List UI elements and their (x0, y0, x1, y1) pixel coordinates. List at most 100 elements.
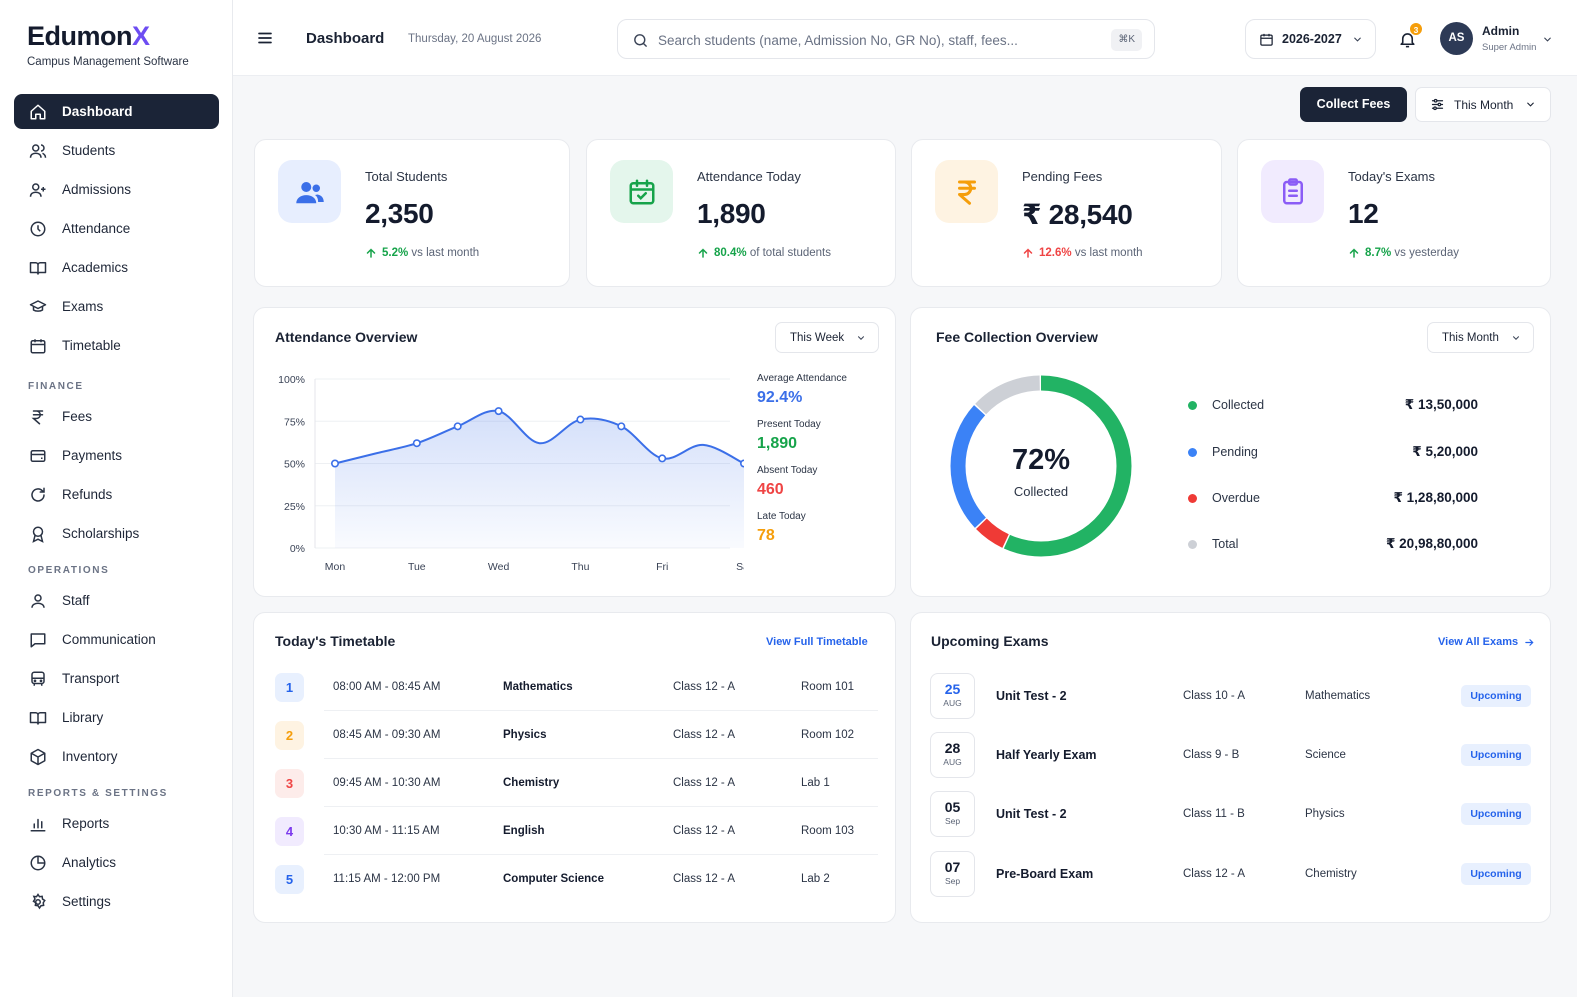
page-title: Dashboard (306, 30, 385, 47)
calendar-icon (28, 336, 48, 356)
exam-date: 05 Sep (930, 791, 975, 837)
list-item[interactable]: 07 Sep Pre-Board Exam Class 12 - A Chemi… (930, 851, 1533, 897)
stat-trend: 5.2% vs last month (365, 247, 479, 259)
chevron-down-icon (1525, 99, 1536, 110)
status-badge: Upcoming (1461, 863, 1531, 885)
stat-card-pending-fees[interactable]: Pending Fees ₹ 28,540 12.6% vs last mont… (911, 139, 1222, 287)
clock-icon (28, 219, 48, 239)
stat-card-todays-exams[interactable]: Today's Exams 12 8.7% vs yesterday (1237, 139, 1551, 287)
sidebar-item-communication[interactable]: Communication (14, 622, 219, 657)
sidebar-item-fees[interactable]: Fees (14, 399, 219, 434)
sidebar-item-settings[interactable]: Settings (14, 884, 219, 919)
table-row[interactable]: 2 08:45 AM - 09:30 AM Physics Class 12 -… (275, 711, 878, 759)
sidebar-item-library[interactable]: Library (14, 700, 219, 735)
fee-collection-card: Fee Collection Overview This Month 72% C… (910, 307, 1551, 597)
menu-icon[interactable] (255, 28, 275, 48)
attendance-period-dropdown[interactable]: This Week (775, 322, 879, 353)
current-date: Thursday, 20 August 2026 (408, 33, 542, 45)
stat-card-attendance-today[interactable]: Attendance Today 1,890 80.4% of total st… (586, 139, 896, 287)
legend-dot (1188, 493, 1197, 503)
status-badge: Upcoming (1461, 685, 1531, 707)
exam-month: AUG (943, 757, 962, 767)
collect-fees-button[interactable]: Collect Fees (1300, 87, 1407, 122)
period-subject: Computer Science (503, 873, 604, 885)
table-row[interactable]: 5 11:15 AM - 12:00 PM Computer Science C… (275, 855, 878, 903)
message-icon (28, 630, 48, 650)
exam-date: 07 Sep (930, 851, 975, 897)
stat-label: Today's Exams (1348, 169, 1436, 184)
stat-trend-text: vs last month (1074, 247, 1143, 259)
sidebar-section-operations: OPERATIONS (28, 565, 110, 576)
exam-month: Sep (944, 876, 961, 886)
fee-period-dropdown[interactable]: This Month (1427, 322, 1534, 353)
period-class: Class 12 - A (673, 729, 735, 741)
x-tick-label: Fri (656, 561, 668, 573)
chevron-down-icon[interactable] (1541, 33, 1553, 45)
brand-subtitle: Campus Management Software (27, 56, 189, 68)
legend-dot (1188, 400, 1197, 410)
stat-card-total-students[interactable]: Total Students 2,350 5.2% vs last month (254, 139, 570, 287)
sidebar-item-reports[interactable]: Reports (14, 806, 219, 841)
legend-dot (1188, 539, 1197, 549)
sidebar-item-students[interactable]: Students (14, 133, 219, 168)
box-icon (28, 747, 48, 767)
sidebar-item-academics[interactable]: Academics (14, 250, 219, 285)
sidebar-item-scholarships[interactable]: Scholarships (14, 516, 219, 551)
search-bar[interactable]: ⌘K (617, 19, 1155, 59)
arrow-right-icon (1525, 638, 1534, 646)
row-divider (324, 758, 878, 759)
list-item[interactable]: 28 AUG Half Yearly Exam Class 9 - B Scie… (930, 732, 1533, 778)
late-today-label: Late Today (757, 511, 806, 522)
users-icon (28, 141, 48, 161)
user-icon (28, 591, 48, 611)
card-title: Upcoming Exams (931, 633, 1049, 649)
graduation-cap-icon (28, 297, 48, 317)
sidebar-item-payments[interactable]: Payments (14, 438, 219, 473)
x-tick-label: Tue (408, 561, 426, 573)
academic-year-select[interactable]: 2026-2027 (1245, 19, 1376, 59)
brand-logo[interactable]: EdumonX Campus Management Software (27, 20, 189, 68)
user-name[interactable]: Admin (1482, 24, 1520, 38)
period-filter-value: This Month (1454, 97, 1514, 112)
legend-item-overdue: Overdue ₹ 1,28,80,000 (1188, 488, 1478, 508)
table-row[interactable]: 1 08:00 AM - 08:45 AM Mathematics Class … (275, 663, 878, 711)
table-row[interactable]: 3 09:45 AM - 10:30 AM Chemistry Class 12… (275, 759, 878, 807)
sidebar-item-analytics[interactable]: Analytics (14, 845, 219, 880)
view-all-exams-link[interactable]: View All Exams (1438, 636, 1535, 648)
list-item[interactable]: 25 AUG Unit Test - 2 Class 10 - A Mathem… (930, 673, 1533, 719)
sidebar-item-staff[interactable]: Staff (14, 583, 219, 618)
table-row[interactable]: 4 10:30 AM - 11:15 AM English Class 12 -… (275, 807, 878, 855)
sidebar-item-attendance[interactable]: Attendance (14, 211, 219, 246)
data-point (331, 459, 340, 468)
sidebar-item-timetable[interactable]: Timetable (14, 328, 219, 363)
sidebar-item-admissions[interactable]: Admissions (14, 172, 219, 207)
user-plus-icon (28, 180, 48, 200)
bell-icon[interactable] (1397, 29, 1417, 49)
search-input[interactable] (658, 29, 1098, 51)
chevron-down-icon (856, 333, 866, 343)
bus-icon (28, 669, 48, 689)
arrow-up-icon (698, 248, 708, 258)
sidebar-item-dashboard[interactable]: Dashboard (14, 94, 219, 129)
exam-date: 28 AUG (930, 732, 975, 778)
sidebar-item-inventory[interactable]: Inventory (14, 739, 219, 774)
search-shortcut: ⌘K (1111, 29, 1142, 51)
academic-year-value: 2026-2027 (1282, 32, 1342, 46)
legend-value: ₹ 1,28,80,000 (1393, 490, 1478, 505)
period-filter-dropdown[interactable]: This Month (1415, 87, 1551, 122)
view-full-timetable-link[interactable]: View Full Timetable (766, 636, 868, 648)
library-icon (28, 708, 48, 728)
avatar[interactable]: AS (1440, 22, 1473, 55)
sidebar-item-transport[interactable]: Transport (14, 661, 219, 696)
exam-subject: Physics (1305, 808, 1345, 820)
stat-trend-value: 12.6% (1039, 247, 1072, 259)
stat-value: 12 (1348, 198, 1379, 229)
sidebar-item-label: Library (62, 710, 104, 725)
period-number: 3 (275, 768, 304, 798)
present-today-value: 1,890 (757, 435, 798, 452)
sidebar-item-refunds[interactable]: Refunds (14, 477, 219, 512)
list-item[interactable]: 05 Sep Unit Test - 2 Class 11 - B Physic… (930, 791, 1533, 837)
arrow-up-icon (366, 248, 376, 258)
sidebar-item-exams[interactable]: Exams (14, 289, 219, 324)
period-subject: Physics (503, 729, 547, 741)
